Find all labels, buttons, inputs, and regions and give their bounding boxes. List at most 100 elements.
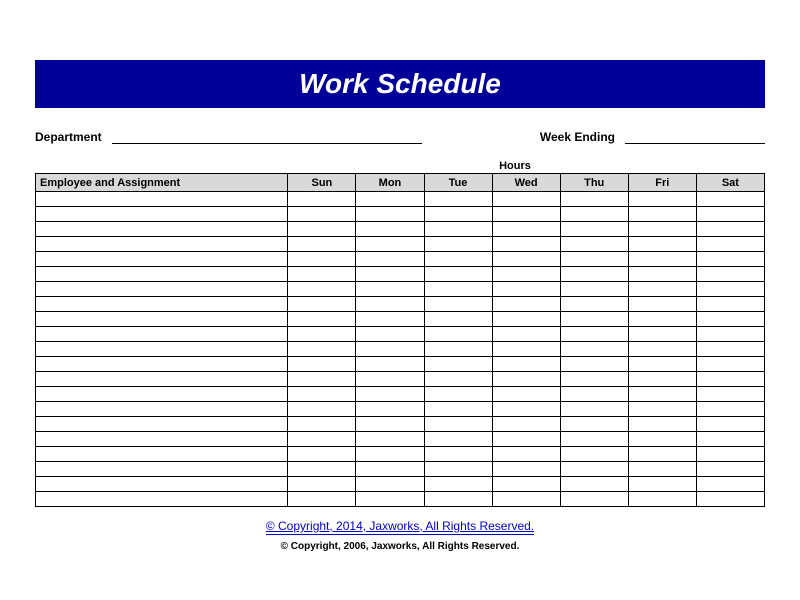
table-cell: [36, 387, 288, 402]
table-cell: [288, 372, 356, 387]
table-cell: [560, 312, 628, 327]
table-cell: [696, 342, 764, 357]
table-cell: [628, 462, 696, 477]
table-cell: [288, 252, 356, 267]
table-cell: [288, 267, 356, 282]
employee-header: Employee and Assignment: [36, 174, 288, 192]
table-cell: [492, 237, 560, 252]
table-row: [36, 462, 765, 477]
table-cell: [36, 327, 288, 342]
table-cell: [356, 297, 424, 312]
table-cell: [356, 267, 424, 282]
table-row: [36, 477, 765, 492]
table-cell: [36, 267, 288, 282]
schedule-body: [36, 192, 765, 507]
table-cell: [36, 402, 288, 417]
table-cell: [424, 372, 492, 387]
table-cell: [492, 192, 560, 207]
table-cell: [560, 432, 628, 447]
table-cell: [492, 222, 560, 237]
table-cell: [424, 312, 492, 327]
table-cell: [36, 237, 288, 252]
table-cell: [356, 252, 424, 267]
table-cell: [424, 432, 492, 447]
table-cell: [356, 282, 424, 297]
table-cell: [560, 192, 628, 207]
table-cell: [288, 237, 356, 252]
table-cell: [288, 312, 356, 327]
table-cell: [424, 267, 492, 282]
table-row: [36, 387, 765, 402]
table-cell: [628, 372, 696, 387]
table-row: [36, 297, 765, 312]
table-cell: [560, 267, 628, 282]
table-cell: [424, 252, 492, 267]
table-cell: [36, 252, 288, 267]
table-cell: [36, 312, 288, 327]
table-cell: [696, 312, 764, 327]
table-cell: [696, 222, 764, 237]
table-cell: [560, 447, 628, 462]
table-row: [36, 417, 765, 432]
table-cell: [696, 372, 764, 387]
table-cell: [36, 462, 288, 477]
table-cell: [492, 267, 560, 282]
table-cell: [492, 357, 560, 372]
table-cell: [560, 402, 628, 417]
table-cell: [560, 492, 628, 507]
table-cell: [696, 192, 764, 207]
table-cell: [628, 222, 696, 237]
table-cell: [424, 417, 492, 432]
table-cell: [492, 297, 560, 312]
table-cell: [696, 282, 764, 297]
table-cell: [492, 252, 560, 267]
table-cell: [628, 327, 696, 342]
day-header-mon: Mon: [356, 174, 424, 192]
table-cell: [424, 477, 492, 492]
table-cell: [424, 222, 492, 237]
table-cell: [492, 432, 560, 447]
table-cell: [288, 477, 356, 492]
table-row: [36, 342, 765, 357]
table-cell: [492, 282, 560, 297]
copyright-link[interactable]: © Copyright, 2014, Jaxworks, All Rights …: [266, 519, 534, 535]
table-row: [36, 282, 765, 297]
week-ending-field-group: Week Ending: [540, 130, 765, 144]
table-cell: [356, 492, 424, 507]
title-bar: Work Schedule: [35, 60, 765, 108]
table-cell: [628, 447, 696, 462]
table-cell: [36, 342, 288, 357]
table-cell: [560, 357, 628, 372]
table-cell: [696, 402, 764, 417]
department-field-group: Department: [35, 130, 422, 144]
table-cell: [356, 432, 424, 447]
table-cell: [288, 387, 356, 402]
table-cell: [696, 207, 764, 222]
table-cell: [560, 342, 628, 357]
table-cell: [560, 297, 628, 312]
table-cell: [628, 192, 696, 207]
table-cell: [288, 207, 356, 222]
table-header-row: Employee and Assignment Sun Mon Tue Wed …: [36, 174, 765, 192]
table-cell: [424, 342, 492, 357]
table-cell: [628, 357, 696, 372]
table-row: [36, 372, 765, 387]
table-cell: [424, 357, 492, 372]
table-cell: [424, 282, 492, 297]
table-cell: [356, 222, 424, 237]
table-cell: [696, 297, 764, 312]
table-cell: [492, 477, 560, 492]
table-cell: [492, 462, 560, 477]
day-header-sun: Sun: [288, 174, 356, 192]
copyright-sub: © Copyright, 2006, Jaxworks, All Rights …: [35, 541, 765, 552]
table-cell: [356, 417, 424, 432]
table-cell: [356, 447, 424, 462]
table-cell: [424, 492, 492, 507]
table-row: [36, 402, 765, 417]
table-cell: [560, 462, 628, 477]
meta-row: Department Week Ending: [35, 130, 765, 144]
table-cell: [492, 447, 560, 462]
table-cell: [628, 402, 696, 417]
table-cell: [560, 207, 628, 222]
table-cell: [628, 342, 696, 357]
